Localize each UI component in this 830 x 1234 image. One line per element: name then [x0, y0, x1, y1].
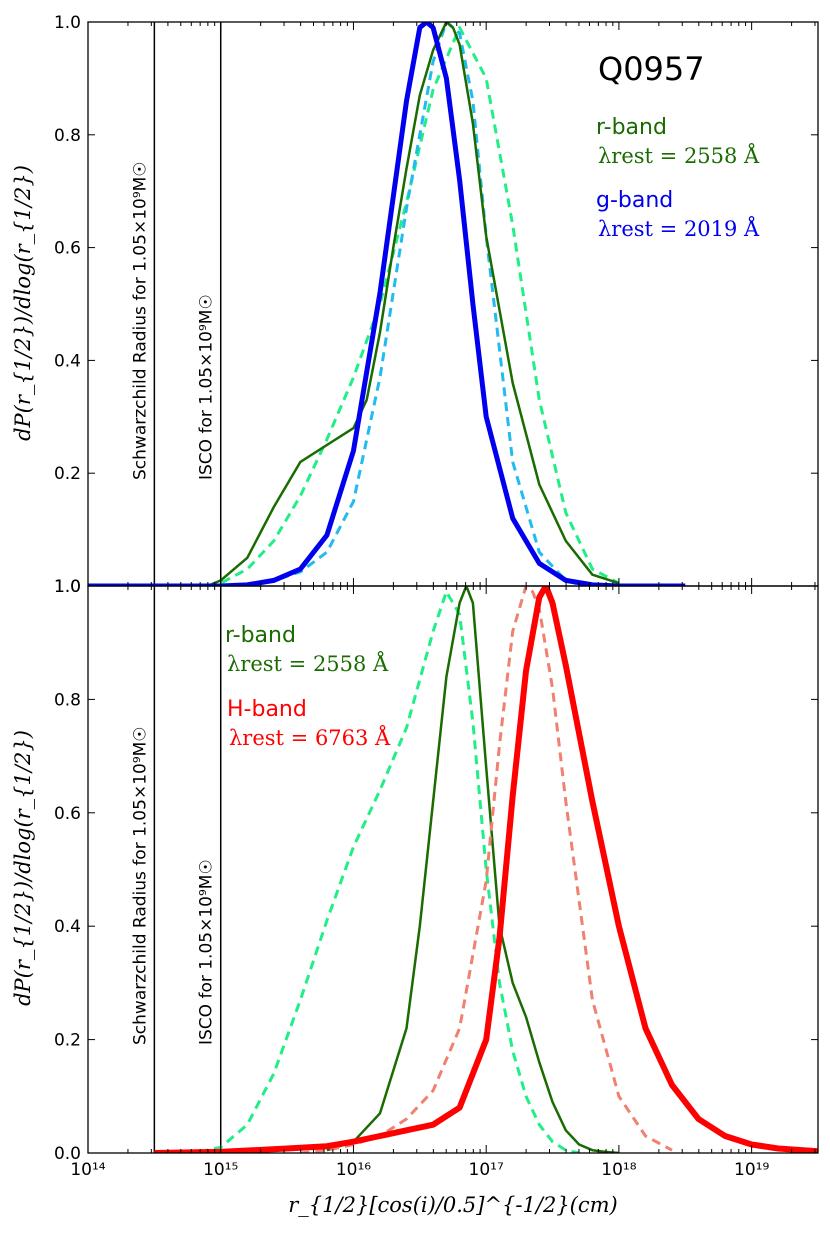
legend-top-r-band: r-band [596, 115, 667, 140]
x-tick-label: 10¹⁶ [336, 1160, 371, 1180]
y-tick-label: 1.0 [54, 577, 81, 597]
legend-bottom-h-band: H-band [227, 697, 307, 722]
y-tick-label: 0.8 [54, 690, 81, 710]
y-tick-label: 0.8 [54, 126, 81, 146]
series-g-band [88, 22, 686, 586]
isco-label: ISCO for 1.05×10⁹M☉ [197, 294, 217, 480]
y-tick-label: 0.0 [54, 1144, 81, 1164]
legend-top-r-lambda: λrest = 2558 Å [598, 143, 760, 168]
x-tick-label: 10¹⁴ [70, 1160, 105, 1180]
y-tick-label: 0.2 [54, 1031, 81, 1051]
bottom-panel: Schwarzchild Radius for 1.05×10⁹M☉ ISCO f… [54, 577, 819, 1180]
series-h-band [154, 586, 818, 1153]
series-g-band-dashed [220, 22, 580, 586]
y-axis-label-bottom: dP(r_{1/2})/dlog(r_{1/2}) [11, 730, 35, 1006]
y-tick-label: 0.6 [54, 804, 81, 824]
x-tick-label: 10¹⁷ [469, 1160, 504, 1180]
schwarzschild-label: Schwarzchild Radius for 1.05×10⁹M☉ [130, 726, 150, 1045]
y-tick-label: 0.2 [54, 464, 81, 484]
legend-bottom-h-lambda: λrest = 6763 Å [229, 725, 391, 750]
y-tick-label: 1.0 [54, 13, 81, 33]
x-tick-label: 10¹⁵ [203, 1160, 238, 1180]
legend-bottom-r-band: r-band [225, 623, 296, 648]
y-tick-label: 0.4 [54, 351, 81, 371]
legend-top-g-band: g-band [596, 188, 673, 213]
schwarzschild-label: Schwarzchild Radius for 1.05×10⁹M☉ [130, 161, 150, 480]
y-axis-label-top: dP(r_{1/2})/dlog(r_{1/2}) [11, 165, 35, 441]
series-r-band-dashed [154, 590, 580, 1153]
top-panel: Schwarzchild Radius for 1.05×10⁹M☉ ISCO f… [54, 13, 819, 597]
y-tick-label: 0.6 [54, 239, 81, 259]
series-r-band-dashed [207, 26, 620, 586]
x-axis-label: r_{1/2}[cos(i)/0.5]^{-1/2}(cm) [288, 1193, 617, 1217]
y-tick-label: 0.4 [54, 917, 81, 937]
series-r-band [326, 586, 620, 1153]
legend-top-g-lambda: λrest = 2019 Å [598, 216, 760, 241]
x-tick-label: 10¹⁸ [601, 1160, 636, 1180]
plot-frame [87, 585, 819, 1154]
figure-title: Q0957 [598, 50, 705, 88]
y-tick-label: 1.0 [54, 577, 81, 597]
series-r-band [88, 22, 620, 586]
legend-bottom-r-lambda: λrest = 2558 Å [227, 651, 389, 676]
isco-label: ISCO for 1.05×10⁹M☉ [197, 859, 217, 1045]
x-tick-label: 10¹⁹ [734, 1160, 769, 1180]
